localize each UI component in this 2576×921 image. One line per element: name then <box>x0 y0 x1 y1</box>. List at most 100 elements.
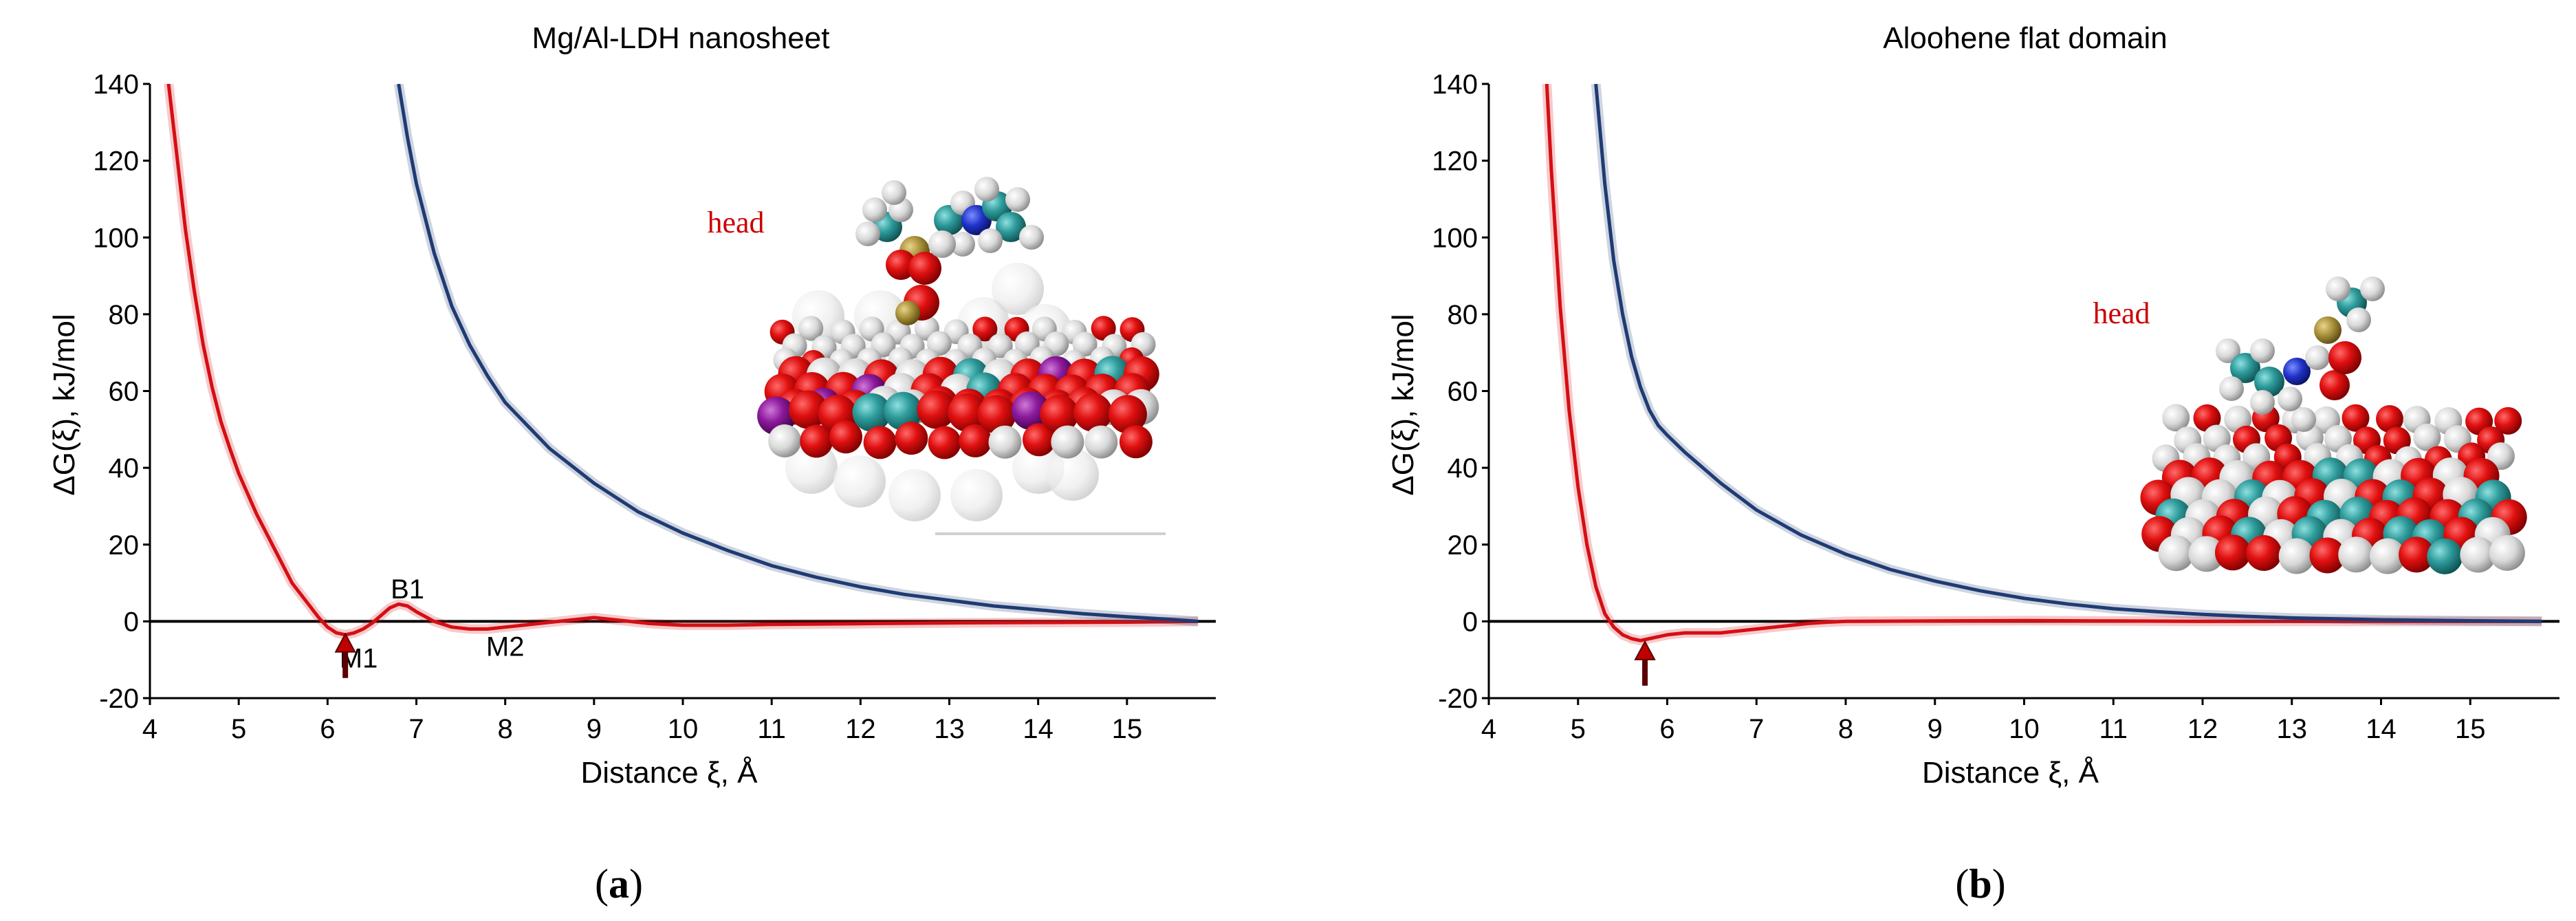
slab-atom <box>863 426 897 459</box>
chart-panel-b: Aloohene flat domain -20 0 20 40 60 80 100 120 14… <box>1386 21 2559 907</box>
slab-atom <box>2427 538 2463 574</box>
y-tick-label: 60 <box>1448 377 1478 407</box>
series-blue-line <box>1594 84 2542 623</box>
slab-atom <box>1023 423 1056 457</box>
x-tick-label: 6 <box>1659 714 1674 744</box>
x-tick-label: 11 <box>2099 714 2128 744</box>
y-tick-label: 0 <box>1463 607 1478 637</box>
molecule-atom <box>2278 387 2302 411</box>
panel-caption: (a) <box>595 861 643 907</box>
molecule-atom <box>2219 376 2244 401</box>
molecule-atom <box>2305 345 2330 370</box>
series-blue-line <box>397 84 1199 623</box>
arrow-head <box>334 632 356 653</box>
x-axis-label: Distance ξ, Å <box>581 756 758 790</box>
slab-atom <box>948 393 987 432</box>
molecule-atom <box>895 301 920 325</box>
slab-atom <box>2158 535 2194 572</box>
y-tick-label: 100 <box>1432 223 1478 253</box>
annotation-b1: B1 <box>391 574 424 605</box>
molecule-atom <box>2346 307 2371 332</box>
slab-atom <box>2246 535 2282 571</box>
slab-atom <box>1051 425 1084 459</box>
x-tick-label: 15 <box>2455 714 2486 744</box>
slab-atom <box>2338 537 2375 573</box>
slab-atom <box>917 390 956 429</box>
chart-title: Mg/Al-LDH nanosheet <box>532 21 830 55</box>
series-red-line <box>166 84 1199 637</box>
slab-atom <box>2399 537 2435 573</box>
slab-atom <box>1072 332 1098 357</box>
molecule-atom <box>2360 277 2385 301</box>
slab-atom <box>852 393 891 432</box>
molecule-atom <box>2314 316 2342 344</box>
x-tick-label: 13 <box>2277 714 2308 744</box>
slab-atom <box>2489 534 2525 571</box>
slab-atom <box>2278 538 2315 574</box>
molecule-atom <box>2328 341 2361 374</box>
y-tick-label: 140 <box>1432 69 1478 100</box>
molecule-atom <box>2230 353 2260 383</box>
slab-atom <box>2162 404 2190 432</box>
x-tick-label: 9 <box>1928 714 1943 744</box>
slab-atom <box>829 420 862 454</box>
ghost-atom <box>1047 448 1099 501</box>
chart-panel-a: Mg/Al-LDH nanosheet -20 0 20 40 60 80 100 120 140… <box>47 21 1216 907</box>
y-tick-label: 0 <box>124 607 139 637</box>
slab-atom <box>1084 425 1118 459</box>
y-tick-label: 40 <box>1448 453 1478 484</box>
x-tick-label: 10 <box>668 714 699 744</box>
molecule-atom <box>2320 370 2350 400</box>
molecule-atom <box>886 250 916 280</box>
chart-title: Aloohene flat domain <box>1883 21 2167 55</box>
y-tick-label: -20 <box>99 684 139 714</box>
ghost-atom <box>888 469 941 521</box>
x-tick-label: 10 <box>2009 714 2040 744</box>
molecule-atom <box>2283 358 2311 385</box>
y-tick-label: 20 <box>1448 530 1478 561</box>
slab-atom <box>1012 391 1050 431</box>
slab-atom <box>926 331 952 356</box>
slab-atom <box>884 391 923 431</box>
x-tick-label: 7 <box>408 714 424 744</box>
molecule-atom <box>2291 407 2316 432</box>
y-axis-label: ΔG(ξ), kJ/mol <box>47 314 81 495</box>
ghost-atom <box>950 469 1003 521</box>
slab-atom <box>2342 404 2370 432</box>
molecule-atom <box>928 230 956 258</box>
y-tick-label: 140 <box>93 69 139 100</box>
x-tick-label: 6 <box>320 714 335 744</box>
x-tick-label: 5 <box>1571 714 1586 744</box>
molecule-atom <box>2250 338 2275 363</box>
inset-head-label: head <box>707 206 764 239</box>
x-tick-label: 15 <box>1112 714 1143 744</box>
slab-atom <box>1040 394 1079 433</box>
molecule-atom <box>2250 390 2275 415</box>
slab-atom <box>2487 442 2515 470</box>
slab-atom <box>2188 536 2225 572</box>
slab-atom <box>2193 404 2221 432</box>
slab-atom <box>972 316 998 342</box>
slab-atom <box>2460 537 2496 573</box>
y-tick-label: 80 <box>109 300 140 330</box>
slab-atom <box>798 316 824 341</box>
molecule-atom <box>908 252 941 285</box>
slab-atom <box>988 425 1022 459</box>
x-tick-label: 5 <box>231 714 246 744</box>
x-tick-label: 8 <box>498 714 513 744</box>
slab-atom <box>2413 423 2441 451</box>
arrow-head <box>1634 640 1656 660</box>
molecule-atom <box>2254 367 2284 397</box>
x-tick-label: 12 <box>845 714 876 744</box>
inset-boehmite-molecule <box>2140 277 2527 574</box>
molecule-atom <box>974 177 999 202</box>
x-tick-label: 4 <box>142 714 157 744</box>
slab-atom <box>1091 316 1116 341</box>
y-tick-label: 40 <box>109 453 140 484</box>
x-tick-label: 13 <box>934 714 965 744</box>
slab-atom <box>959 424 992 457</box>
y-tick-label: 80 <box>1448 300 1478 330</box>
ghost-atom <box>833 455 886 508</box>
y-axis-label: ΔG(ξ), kJ/mol <box>1386 314 1420 495</box>
x-axis-label: Distance ξ, Å <box>1922 756 2099 790</box>
